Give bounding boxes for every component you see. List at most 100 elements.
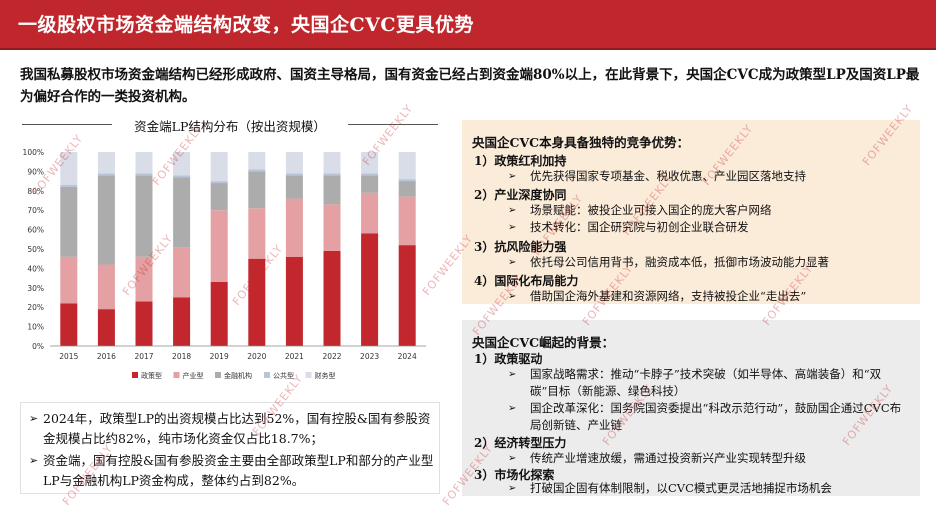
y-tick-label: 100% xyxy=(23,148,44,157)
arrow-right-icon: ➢ xyxy=(508,369,517,380)
x-tick-label: 2019 xyxy=(210,352,229,361)
summary-bullet-text: 资金端，国有控股&国有参股资金主要由全部政策型LP和部分的产业型LP与金融机构L… xyxy=(43,453,434,488)
bar-segment xyxy=(361,173,379,176)
bar-segment xyxy=(210,181,228,184)
bar-segment xyxy=(173,297,191,346)
bar-segment xyxy=(361,192,379,234)
bar-segment xyxy=(398,245,416,346)
x-tick-label: 2016 xyxy=(97,352,116,361)
x-tick-label: 2018 xyxy=(172,352,191,361)
bar-segment xyxy=(323,175,341,205)
bar-segment xyxy=(173,152,191,176)
bar-segment xyxy=(398,196,416,246)
advantage-label: 2）产业深度协同 xyxy=(474,188,567,202)
y-tick-label: 20% xyxy=(27,303,44,312)
legend-swatch xyxy=(173,372,180,378)
bar-segment xyxy=(97,173,115,176)
legend-swatch xyxy=(215,372,221,378)
arrow-right-icon: ➢ xyxy=(508,291,517,302)
y-tick-label: 90% xyxy=(27,167,44,176)
advantage-label: 4）国际化布局能力 xyxy=(474,274,579,288)
legend-swatch xyxy=(305,372,312,378)
page-title: 一级股权市场资金端结构改变，央国企CVC更具优势 xyxy=(18,14,474,36)
chart-title-rule-left xyxy=(22,124,112,125)
bar-segment xyxy=(210,281,228,346)
y-tick-label: 0% xyxy=(32,342,44,351)
legend-label: 产业型 xyxy=(183,371,204,380)
bar-segment xyxy=(60,186,78,257)
bar-segment xyxy=(135,256,153,302)
arrow-right-icon: ➢ xyxy=(508,403,517,414)
bar-segment xyxy=(60,184,78,187)
arrow-right-icon: ➢ xyxy=(508,205,517,216)
bar-segment xyxy=(60,152,78,185)
x-tick-label: 2022 xyxy=(322,352,341,361)
legend-label: 公共型 xyxy=(273,371,294,380)
arrow-right-icon: ➢ xyxy=(508,483,517,494)
bar-segment xyxy=(97,264,115,310)
advantage-item: ➢ 优先获得国家专项基金、税收优惠、产业园区落地支持 xyxy=(508,169,806,183)
arrow-right-icon: ➢ xyxy=(508,171,517,182)
bar-segment xyxy=(248,258,266,346)
advantage-item: ➢ 借助国企海外基建和资源网络，支持被投企业“走出去” xyxy=(508,289,807,303)
legend-label: 金融机构 xyxy=(224,371,252,380)
bar-segment xyxy=(285,198,303,257)
bar-segment xyxy=(210,152,228,182)
bar-segment xyxy=(361,175,379,193)
background-panel: 央国企CVC崛起的背景： 1）政策驱动 ➢ 国家战略需求：推动“卡脖子”技术突破（… xyxy=(462,320,920,496)
bar-segment xyxy=(60,256,78,304)
chart-title-rule-right xyxy=(348,124,438,125)
bar-segment xyxy=(398,152,416,180)
summary-bullets: ➢ 2024年，政策型LP的出资规模占比达到52%，国有控股&国有参股资金规模占… xyxy=(20,402,440,494)
bar-segment xyxy=(248,169,266,172)
background-title: 央国企CVC崛起的背景： xyxy=(472,335,615,350)
x-tick-label: 2024 xyxy=(398,352,417,361)
advantage-label: 3）抗风险能力强 xyxy=(474,240,567,254)
bar-segment xyxy=(135,173,153,176)
summary-bullet: ➢ 2024年，政策型LP的出资规模占比达到52%，国有控股&国有参股资金规模占… xyxy=(29,409,435,449)
legend-label: 财务型 xyxy=(315,371,336,380)
x-tick-label: 2015 xyxy=(59,352,78,361)
bar-segment xyxy=(285,173,303,176)
bar-segment xyxy=(398,181,416,197)
arrow-right-icon: ➢ xyxy=(508,453,517,464)
bar-segment xyxy=(323,152,341,174)
bar-segment xyxy=(210,210,228,282)
legend-swatch xyxy=(264,372,270,378)
bar-segment xyxy=(248,152,266,170)
bar-segment xyxy=(248,171,266,209)
background-item: ➢ 国家战略需求：推动“卡脖子”技术突破（如半导体、高端装备）和“双碳”目标（新能… xyxy=(508,367,882,398)
y-tick-label: 70% xyxy=(27,206,44,215)
background-label: 3）市场化探索 xyxy=(474,468,555,482)
bar-segment xyxy=(135,175,153,257)
bar-segment xyxy=(398,179,416,182)
y-tick-label: 50% xyxy=(27,245,44,254)
bar-segment xyxy=(97,309,115,346)
legend-label: 政策型 xyxy=(141,371,162,380)
background-label: 1）政策驱动 xyxy=(474,352,543,366)
y-tick-label: 60% xyxy=(27,226,44,235)
advantages-panel: 央国企CVC本身具备独特的竞争优势： 1）政策红利加持 ➢ 优先获得国家专项基金、… xyxy=(462,120,920,304)
y-tick-label: 30% xyxy=(27,284,44,293)
x-tick-label: 2021 xyxy=(285,352,304,361)
advantages-title: 央国企CVC本身具备独特的竞争优势： xyxy=(472,135,690,150)
bar-segment xyxy=(135,301,153,346)
summary-bullet: ➢ 资金端，国有控股&国有参股资金主要由全部政策型LP和部分的产业型LP与金融机… xyxy=(29,451,435,491)
bar-segment xyxy=(248,208,266,259)
advantage-label: 1）政策红利加持 xyxy=(474,154,567,168)
bar-segment xyxy=(135,152,153,174)
chart-title-wrap: 资金端LP结构分布（按出资规模） xyxy=(22,116,438,134)
background-item: ➢ 传统产业增速放缓，需通过投资新兴产业实现转型升级 xyxy=(508,451,806,465)
background-item: ➢ 打破国企固有体制限制，以CVC模式更灵活地捕捉市场机会 xyxy=(508,481,832,495)
bar-segment xyxy=(323,173,341,176)
bar-segment xyxy=(361,233,379,346)
intro-paragraph: 我国私募股权市场资金端结构已经形成政府、国资主导格局，国有资金已经占到资金端80… xyxy=(20,67,920,105)
advantage-item: ➢ 场景赋能：被投企业可接入国企的庞大客户网络 xyxy=(508,203,772,217)
y-tick-label: 80% xyxy=(27,187,44,196)
bar-segment xyxy=(173,177,191,248)
bar-segment xyxy=(323,204,341,251)
x-tick-label: 2020 xyxy=(247,352,266,361)
diamond-bullet-icon: ➢ xyxy=(29,454,39,467)
summary-bullet-text: 2024年，政策型LP的出资规模占比达到52%，国有控股&国有参股资金规模占比约… xyxy=(43,411,431,446)
x-tick-label: 2017 xyxy=(134,352,153,361)
